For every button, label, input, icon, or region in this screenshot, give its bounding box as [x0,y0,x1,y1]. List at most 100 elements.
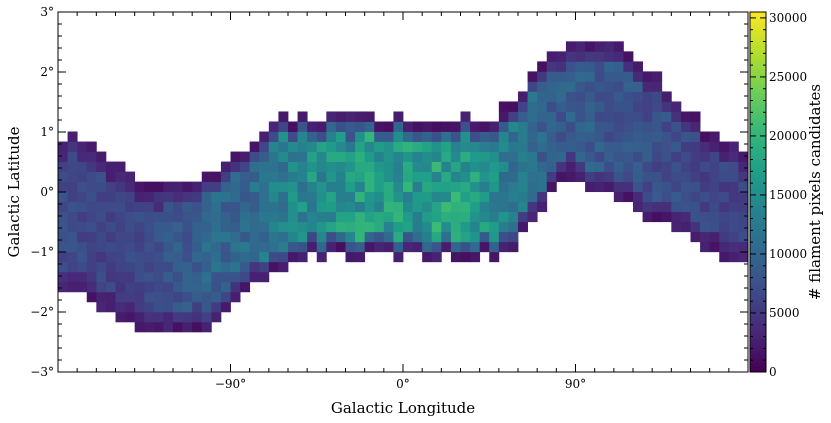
y-tick-label: 2° [40,65,54,79]
heatmap-bin [431,171,442,183]
heatmap-bin [518,141,528,152]
y-tick-label: 1° [40,125,54,139]
heatmap-bin [460,191,471,203]
heatmap-bin [115,181,126,193]
heatmap-bin [565,171,576,183]
heatmap-bin [422,121,433,132]
heatmap-bin [67,161,78,172]
heatmap-bin [585,81,596,92]
heatmap-bin [489,201,500,213]
heatmap-bin [230,291,241,303]
heatmap-bin [144,241,155,253]
heatmap-bin [470,201,481,213]
heatmap-bin [249,231,260,243]
heatmap-bin [374,161,385,172]
heatmap-bin [661,171,672,183]
heatmap-bin [719,181,730,193]
heatmap-bin [604,101,615,112]
heatmap-bin [374,191,385,203]
heatmap-bin [556,81,567,92]
heatmap-bin [479,241,490,253]
heatmap-bin [738,181,749,193]
heatmap-bin [585,161,596,172]
heatmap-bin [470,211,481,223]
heatmap-bin [527,201,538,213]
heatmap-bin [633,121,643,132]
heatmap-bin [633,81,643,92]
heatmap-bin [173,181,183,193]
heatmap-bin [96,181,107,193]
heatmap-bin [86,191,97,203]
heatmap-bin [153,321,164,333]
heatmap-bin [211,241,222,253]
heatmap-bin [307,141,318,152]
heatmap-bin [297,251,308,263]
heatmap-bin [259,251,270,263]
heatmap-bin [374,131,385,142]
heatmap-bin [460,151,471,162]
heatmap-bin [441,201,452,213]
heatmap-bin [498,181,509,193]
heatmap-bin [709,171,720,183]
heatmap-bin [604,181,615,193]
heatmap-bin [105,161,116,172]
heatmap-bin [355,241,366,253]
heatmap-bin [134,211,145,223]
heatmap-bin [220,291,231,303]
heatmap-bin [125,221,136,233]
heatmap-bin [671,151,682,162]
heatmap-bin [259,211,270,223]
heatmap-bin [441,221,452,233]
heatmap-bin [125,311,136,323]
heatmap-bin [441,121,452,132]
heatmap-bin [230,171,241,183]
heatmap-bin [192,291,203,303]
heatmap-bin [77,181,88,193]
heatmap-bin [556,51,567,62]
heatmap-bin [268,211,279,223]
heatmap-bin [153,311,164,323]
heatmap-bin [700,161,711,172]
heatmap-bin [489,241,500,253]
heatmap-bin [633,151,643,162]
heatmap-bin [671,121,682,132]
heatmap-bin [508,131,519,142]
heatmap-bin [335,201,346,213]
heatmap-bin [249,251,260,263]
heatmap-bin [211,251,222,263]
heatmap-bin [633,171,643,183]
heatmap-bin [374,231,385,243]
heatmap-bin [441,151,452,162]
heatmap-bin [709,221,720,233]
heatmap-bin [77,201,88,213]
heatmap-bin [527,71,538,82]
heatmap-bin [738,211,749,223]
heatmap-bin [163,191,174,203]
heatmap-bin [556,141,567,152]
heatmap-bin [316,191,327,203]
x-tick-label: 0° [396,377,410,391]
heatmap-bin [594,171,605,183]
heatmap-bin [125,251,136,263]
heatmap-bin [518,91,528,102]
heatmap-bin [240,211,251,223]
heatmap-bin [77,271,88,283]
heatmap-bin [182,201,193,213]
heatmap-bin [163,181,174,193]
heatmap-bin [508,171,519,183]
heatmap-bin [422,201,433,213]
heatmap-bin [163,201,174,213]
heatmap-bin [652,151,663,162]
heatmap-bin [450,211,461,223]
heatmap-bin [211,211,222,223]
heatmap-bin [58,151,68,162]
heatmap-bin [450,221,461,233]
heatmap-bin [633,61,643,72]
heatmap-bin [613,191,624,203]
heatmap-bin [335,181,346,193]
heatmap-bin [604,141,615,152]
heatmap-bin [642,201,653,213]
heatmap-bin [565,141,576,152]
heatmap-bin [604,91,615,102]
heatmap-bin [96,231,107,243]
